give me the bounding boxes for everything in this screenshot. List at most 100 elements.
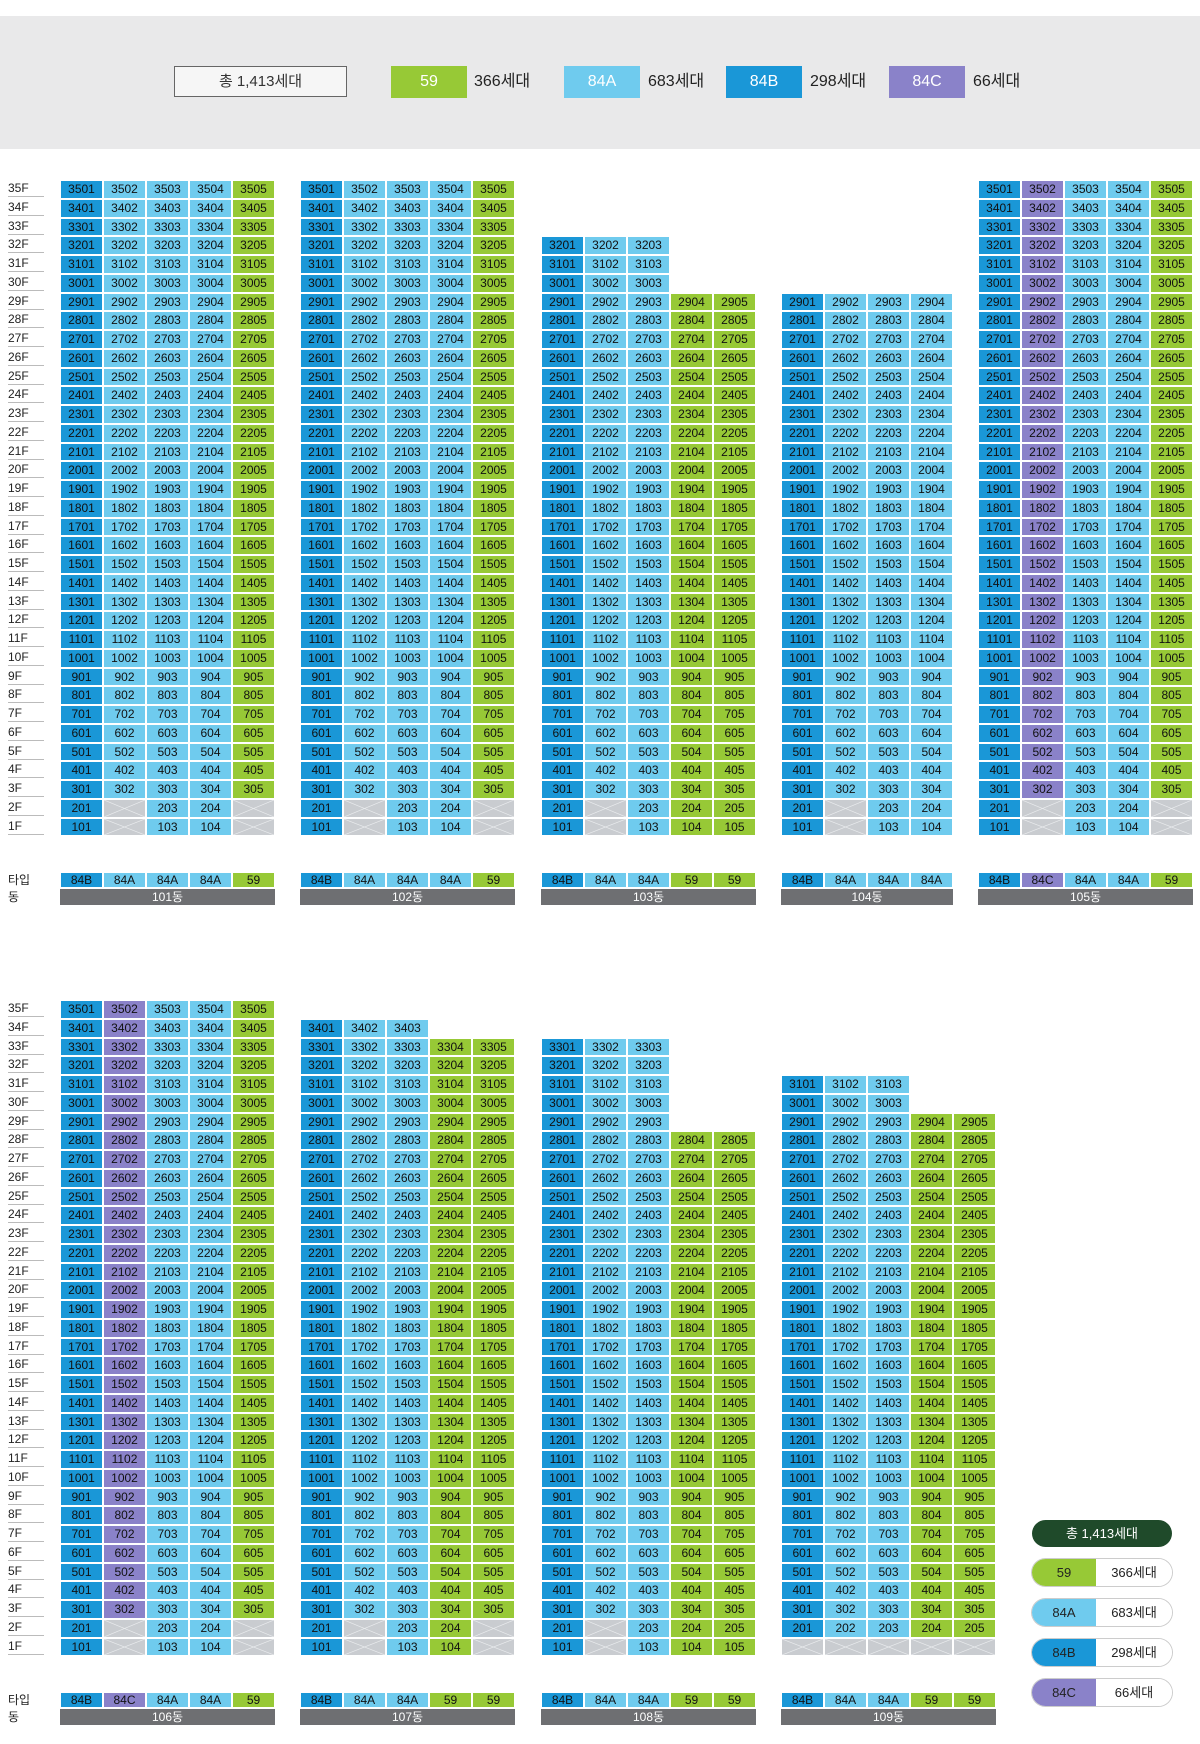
unit-cell: 1204 <box>189 1431 232 1450</box>
unit-cell: 2202 <box>343 1243 386 1263</box>
unit-cell: 104 <box>670 1637 713 1657</box>
floor-label: 10F <box>8 649 44 666</box>
unit-cell: 1701 <box>541 1337 584 1357</box>
unit-cell: 803 <box>146 1506 189 1525</box>
unit-cell: 702 <box>103 705 146 724</box>
unit-cell: 2701 <box>781 330 824 349</box>
unit-cell: 2503 <box>627 1187 670 1207</box>
unit-cell: 2203 <box>146 1243 189 1263</box>
unit-cell: 1602 <box>103 536 146 555</box>
unit-cell: 2801 <box>60 1131 103 1150</box>
unit-cell: 803 <box>867 1506 910 1525</box>
unit-cell: 2505 <box>232 367 275 387</box>
unit-cell: 3302 <box>343 1037 386 1057</box>
unit-cell: 2705 <box>713 330 756 349</box>
side-legend-total: 총 1,413세대 <box>1032 1520 1172 1547</box>
unit-cell: 3201 <box>300 1056 343 1075</box>
unit-cell: 3203 <box>386 236 429 255</box>
unit-cell: 3203 <box>146 1056 189 1075</box>
unit-cell: 404 <box>1107 761 1150 780</box>
unit-cell: 1501 <box>300 1375 343 1394</box>
floor-label: 11F <box>8 1450 44 1467</box>
unit-cell: 602 <box>824 723 867 743</box>
unit-cell: 1101 <box>60 630 103 649</box>
unit-cell: 1401 <box>541 1393 584 1413</box>
dong-label: 108동 <box>541 1709 756 1725</box>
unit-cell: 2902 <box>103 1112 146 1132</box>
unit-cell: 3104 <box>429 255 472 274</box>
unit-cell: 203 <box>627 1618 670 1638</box>
unit-cell: 2804 <box>429 311 472 330</box>
unit-cell: 3003 <box>867 1093 910 1113</box>
unit-cell: 305 <box>713 780 756 799</box>
unit-cell: 2101 <box>60 442 103 462</box>
unit-cell: 2103 <box>146 442 189 462</box>
side-legend-84a: 84A 683세대 <box>1032 1599 1172 1626</box>
unit-cell: 1605 <box>1150 536 1193 555</box>
unit-cell: 804 <box>910 1506 953 1525</box>
unit-cell: 3001 <box>541 273 584 293</box>
unit-cell: 1305 <box>472 1412 515 1432</box>
unit-cell: 2504 <box>670 1187 713 1207</box>
unit-cell: 3402 <box>343 1018 386 1038</box>
unit-cell: 1501 <box>60 555 103 574</box>
unit-cell: 2505 <box>232 1187 275 1207</box>
unit-cell: 505 <box>1150 742 1193 762</box>
unit-cell: 2602 <box>824 1168 867 1188</box>
unit-cell: 902 <box>824 1487 867 1507</box>
unit-cell: 302 <box>584 1600 627 1619</box>
unit-cell: 2603 <box>146 1168 189 1188</box>
unit-cell: 804 <box>429 1506 472 1525</box>
unit-cell: 1004 <box>670 1468 713 1488</box>
unit-cell: 702 <box>1021 705 1064 724</box>
empty-unit <box>343 798 386 818</box>
unit-cell: 1605 <box>232 1356 275 1375</box>
unit-cell: 503 <box>867 742 910 762</box>
floor-label: 19F <box>8 1300 44 1317</box>
unit-cell: 2204 <box>670 423 713 443</box>
unit-cell: 2004 <box>189 1281 232 1300</box>
unit-cell: 2403 <box>867 386 910 405</box>
unit-cell: 1401 <box>60 1393 103 1413</box>
unit-cell: 1201 <box>300 1431 343 1450</box>
unit-cell: 203 <box>146 798 189 818</box>
unit-cell: 103 <box>1064 817 1107 837</box>
unit-cell: 3205 <box>1150 236 1193 255</box>
unit-cell: 1503 <box>386 555 429 574</box>
unit-cell: 2605 <box>232 1168 275 1188</box>
dong-label: 103동 <box>541 889 756 905</box>
unit-cell: 2001 <box>781 1281 824 1300</box>
unit-cell: 3104 <box>189 255 232 274</box>
floor-label: 33F <box>8 1038 44 1055</box>
unit-cell: 1501 <box>541 555 584 574</box>
type-cell: 84B <box>781 872 824 888</box>
unit-cell: 705 <box>713 1525 756 1544</box>
floor-label: 23F <box>8 1225 44 1242</box>
unit-cell: 1205 <box>232 1431 275 1450</box>
empty-unit <box>953 1637 996 1657</box>
unit-cell: 2903 <box>386 292 429 312</box>
legend-count-84b: 298세대 <box>810 73 867 90</box>
unit-cell: 2001 <box>978 461 1021 480</box>
unit-cell: 301 <box>300 780 343 799</box>
unit-cell: 503 <box>386 1562 429 1582</box>
unit-cell: 1403 <box>146 1393 189 1413</box>
dong-label: 101동 <box>60 889 275 905</box>
unit-cell: 201 <box>978 798 1021 818</box>
unit-cell: 2502 <box>584 1187 627 1207</box>
unit-cell: 2302 <box>103 1225 146 1244</box>
unit-cell: 1003 <box>386 1468 429 1488</box>
type-cell: 84A <box>824 872 867 888</box>
unit-cell: 2304 <box>670 1225 713 1244</box>
unit-cell: 2503 <box>386 367 429 387</box>
unit-cell: 3405 <box>472 198 515 218</box>
unit-cell: 1002 <box>343 648 386 668</box>
floor-label: 4F <box>8 761 44 779</box>
floor-label: 29F <box>8 293 44 310</box>
side-legend-type: 59 <box>1032 1559 1096 1586</box>
floor-label: 20F <box>8 461 44 479</box>
unit-cell: 2205 <box>953 1243 996 1263</box>
unit-cell: 2405 <box>953 1206 996 1225</box>
unit-cell: 2504 <box>189 1187 232 1207</box>
unit-cell: 1502 <box>584 1375 627 1394</box>
